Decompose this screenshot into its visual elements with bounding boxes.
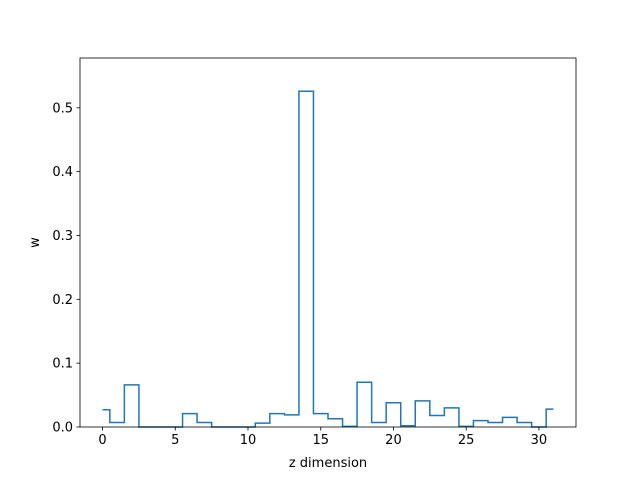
x-tick-label: 10: [240, 433, 257, 448]
x-tick-label: 30: [531, 433, 548, 448]
x-tick-label: 20: [385, 433, 402, 448]
axes-frame: [79, 57, 577, 428]
y-tick-label: 0.4: [52, 165, 73, 180]
y-axis-label: w: [28, 237, 43, 248]
y-tick-label: 0.2: [52, 293, 73, 308]
y-tick-label: 0.5: [52, 101, 73, 116]
y-tick-label: 0.0: [52, 421, 73, 436]
axis-ticks: 0 5 10 15 20 25 30 0.0 0.1 0.2 0.3 0.4 0.5: [52, 101, 547, 448]
x-tick-label: 15: [312, 433, 329, 448]
x-tick-label: 0: [98, 433, 106, 448]
x-tick-label: 5: [171, 433, 179, 448]
y-tick-label: 0.1: [52, 357, 73, 372]
series-line-0: [102, 90, 554, 428]
y-tick-label: 0.3: [52, 229, 73, 244]
x-axis-label: z dimension: [289, 456, 367, 471]
x-tick-label: 25: [458, 433, 475, 448]
plot-area: [102, 90, 554, 428]
